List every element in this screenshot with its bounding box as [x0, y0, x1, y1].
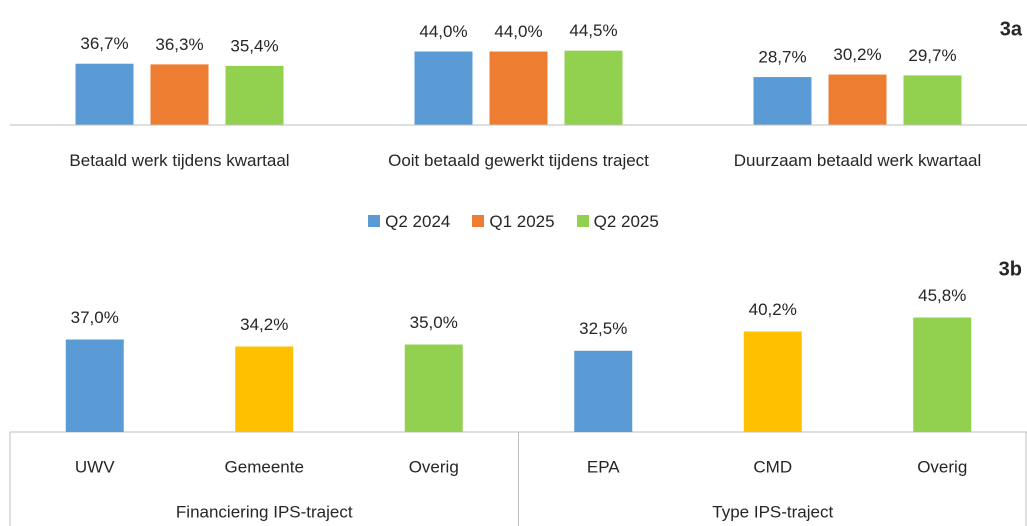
value-label: 36,3%: [155, 35, 203, 54]
value-label: 35,0%: [410, 313, 458, 332]
legend-label: Q2 2024: [385, 212, 451, 231]
group-label: Type IPS-traject: [712, 502, 833, 521]
panel-label: 3a: [1000, 18, 1023, 40]
bar: [150, 64, 209, 125]
panel-label: 3b: [999, 258, 1022, 280]
category-label: UWV: [75, 457, 115, 476]
group-label: Financiering IPS-traject: [176, 502, 353, 521]
category-label: EPA: [587, 457, 620, 476]
value-label: 28,7%: [758, 48, 806, 67]
category-label: Overig: [409, 457, 459, 476]
category-label: Ooit betaald gewerkt tijdens traject: [388, 151, 649, 170]
value-label: 45,8%: [918, 286, 966, 305]
bar: [414, 51, 473, 125]
bar: [903, 75, 962, 125]
bar: [225, 65, 284, 125]
category-label: Overig: [917, 457, 967, 476]
legend-label: Q2 2025: [593, 212, 659, 231]
value-label: 32,5%: [579, 319, 627, 338]
bar: [65, 339, 124, 432]
legend-swatch: [368, 215, 381, 227]
bar: [913, 317, 972, 432]
bar: [489, 51, 548, 125]
value-label: 34,2%: [240, 315, 288, 334]
value-label: 30,2%: [833, 45, 881, 64]
value-label: 35,4%: [230, 36, 278, 55]
bar: [404, 344, 463, 432]
bar: [753, 77, 812, 125]
value-label: 44,0%: [494, 22, 542, 41]
legend: Q2 2024 Q1 2025 Q2 2025: [0, 212, 1027, 232]
bar: [75, 63, 134, 125]
legend-swatch: [472, 215, 485, 227]
legend-swatch: [576, 215, 589, 227]
category-label: Gemeente: [225, 457, 304, 476]
bar: [564, 50, 623, 126]
value-label: 40,2%: [749, 300, 797, 319]
bar: [235, 346, 294, 432]
category-label: Betaald werk tijdens kwartaal: [69, 151, 290, 170]
category-label: CMD: [753, 457, 792, 476]
value-label: 29,7%: [908, 46, 956, 65]
legend-label: Q1 2025: [489, 212, 555, 231]
value-label: 37,0%: [71, 308, 119, 327]
bar: [828, 74, 887, 125]
value-label: 44,0%: [419, 22, 467, 41]
value-label: 36,7%: [80, 34, 128, 53]
legend-item: Q1 2025: [472, 212, 555, 232]
value-label: 44,5%: [569, 21, 617, 40]
bar: [574, 350, 633, 432]
category-label: Duurzaam betaald werk kwartaal: [733, 151, 982, 170]
legend-item: Q2 2025: [576, 212, 659, 232]
bar: [743, 331, 802, 432]
legend-item: Q2 2024: [368, 212, 450, 232]
